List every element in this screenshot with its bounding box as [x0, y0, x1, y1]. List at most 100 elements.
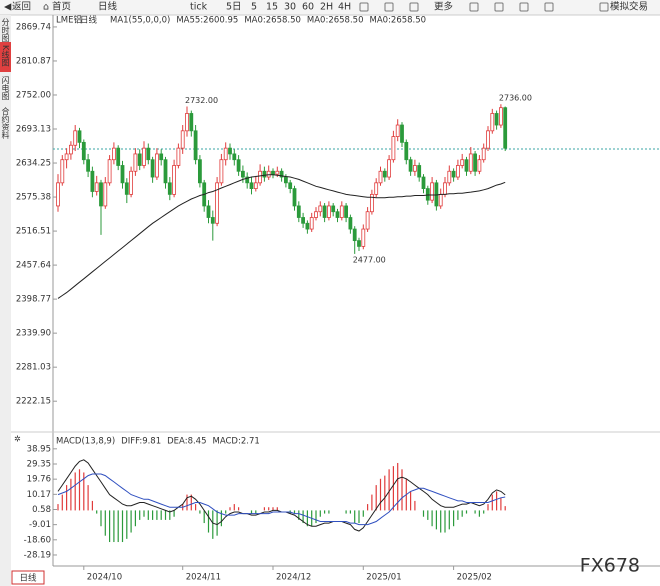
candle-body	[142, 147, 146, 166]
toolbar-button[interactable]: 模拟交易	[610, 1, 648, 13]
macd-bar	[384, 475, 386, 511]
candle-body	[455, 165, 460, 178]
toolbar-button[interactable]: 日线	[98, 1, 118, 13]
candle-body	[318, 205, 323, 213]
macd-bar	[504, 506, 506, 511]
macd-bar	[152, 510, 154, 520]
toolbar-icon[interactable]	[544, 2, 554, 12]
toolbar-button[interactable]: 4H	[338, 2, 351, 13]
toolbar-icon[interactable]	[359, 2, 369, 12]
sidebar-tab[interactable]: 分时图	[1, 18, 10, 43]
period-tab[interactable]	[11, 570, 45, 585]
macd-bar	[427, 510, 429, 520]
macd-bar	[487, 504, 489, 511]
macd-bar	[173, 510, 175, 517]
legend-entry: MA0:2658.50	[244, 16, 301, 26]
candle-body	[107, 159, 112, 184]
toolbar-icon[interactable]	[384, 2, 394, 12]
sidebar-tab[interactable]: 闪电图	[1, 76, 10, 101]
toolbar-button[interactable]: 更多	[434, 1, 453, 13]
candle-body	[64, 153, 69, 161]
macd-bar	[298, 510, 300, 520]
macd-bar	[57, 504, 59, 511]
macd-bar	[229, 507, 231, 511]
macd-bar	[87, 485, 89, 511]
macd-bar	[345, 510, 347, 514]
macd-bar	[100, 510, 102, 527]
toolbar-button[interactable]: 首页	[52, 1, 71, 13]
macd-bar	[392, 466, 394, 511]
y-tick-label: 2339.90	[16, 329, 51, 339]
y-tick-label: 2575.38	[16, 193, 51, 203]
candle-body	[309, 217, 314, 230]
period-tab-label[interactable]: 日线	[19, 573, 37, 584]
macd-bar	[186, 494, 188, 511]
legend-entry: MA0:2658.50	[369, 16, 426, 26]
macd-bar	[388, 469, 390, 511]
candle-body	[503, 107, 508, 149]
x-tick-label: 2024/10	[87, 573, 122, 583]
macd-bar	[276, 507, 278, 511]
macd-bar	[91, 500, 93, 511]
candle-body	[249, 182, 254, 190]
macd-bar	[233, 504, 235, 511]
toolbar-icon[interactable]	[469, 2, 479, 12]
candle-body	[301, 217, 306, 224]
candle-body	[94, 182, 99, 192]
macd-bar	[190, 494, 192, 511]
macd-bar	[96, 510, 98, 514]
macd-bar	[474, 510, 476, 514]
toolbar-icon: ⌂	[43, 2, 49, 13]
macd-bar	[147, 510, 149, 520]
macd-bar	[491, 494, 493, 511]
toolbar-button[interactable]: tick	[190, 2, 208, 13]
toolbar-button[interactable]: 5	[251, 2, 257, 13]
y-tick-label: 0.58	[32, 505, 51, 515]
candle-body	[421, 176, 426, 190]
macd-bar	[220, 510, 222, 527]
toolbar-button[interactable]: 返回	[12, 1, 31, 13]
sidebar-active	[0, 42, 11, 72]
toolbar-button[interactable]: 30	[284, 2, 296, 13]
candle-body	[490, 113, 495, 132]
y-tick-label: 29.35	[27, 460, 51, 470]
candle-body	[283, 176, 288, 184]
macd-bar	[319, 510, 321, 517]
y-tick-label: 2634.25	[16, 159, 51, 169]
candle-body	[344, 205, 349, 218]
price-annotation: 2732.00	[185, 96, 218, 105]
candle-body	[292, 188, 297, 207]
candle-body	[129, 170, 134, 195]
sidebar-tab[interactable]: K线图	[1, 45, 10, 67]
toolbar-button[interactable]: 5日	[226, 2, 242, 13]
macd-bar	[126, 510, 128, 539]
candle-body	[245, 176, 250, 184]
candle-body	[197, 159, 202, 184]
legend-entry: MA0:2658.50	[307, 16, 364, 26]
y-tick-label: 2398.77	[16, 295, 51, 305]
toolbar-icon[interactable]	[494, 2, 504, 12]
candle-body	[185, 113, 189, 132]
toolbar-icon[interactable]	[519, 2, 529, 12]
toolbar-button[interactable]: 60	[302, 2, 314, 13]
sidebar-tab[interactable]: 合约资料	[1, 106, 10, 140]
macd-bar	[121, 510, 124, 543]
legend-entry: DEA:8.45	[167, 437, 206, 447]
toolbar-icon[interactable]	[599, 2, 609, 12]
candle-body	[150, 159, 155, 178]
toolbar-button[interactable]: 2H	[320, 2, 333, 13]
toolbar-icon: ◀	[4, 2, 12, 13]
toolbar-icon[interactable]	[409, 2, 419, 12]
macd-bar	[272, 507, 274, 511]
settings-icon[interactable]: ✲	[14, 435, 21, 444]
candle-body	[112, 147, 116, 161]
toolbar-button[interactable]: 15	[266, 2, 278, 13]
legend-entry: MACD:2.71	[213, 437, 260, 447]
candle-body	[288, 182, 293, 190]
y-tick-label: -28.19	[24, 550, 51, 560]
candle-body	[361, 228, 366, 247]
y-tick-label: 2281.03	[16, 363, 51, 373]
legend-entry: MA1(55,0,0,0)	[110, 16, 170, 26]
candle-body	[81, 141, 86, 161]
candle-body	[430, 182, 435, 201]
